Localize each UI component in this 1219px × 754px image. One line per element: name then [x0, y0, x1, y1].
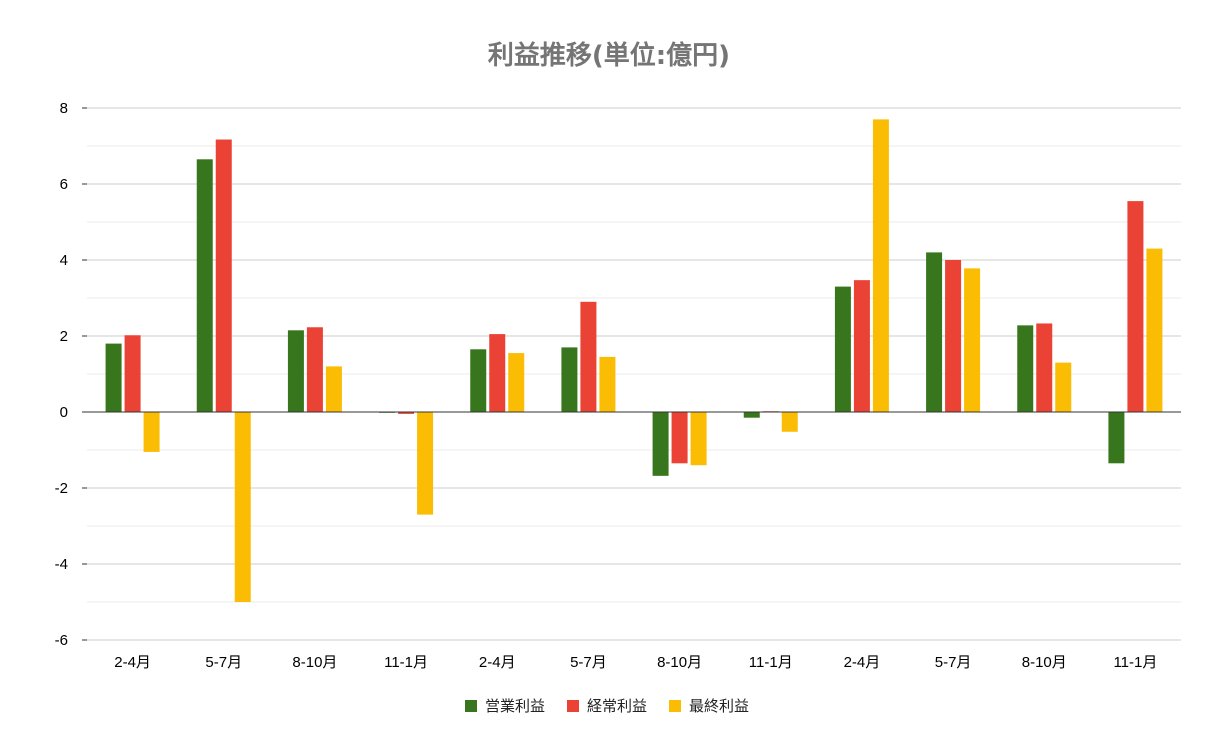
x-tick-label: 8-10月: [1022, 654, 1067, 671]
x-tick-label: 5-7月: [205, 654, 242, 671]
y-tick-label: 4: [60, 252, 68, 269]
y-tick-label: -2: [55, 480, 68, 497]
x-axis-ticks: 2-4月 5-7月 8-10月 11-1月 2-4月 5-7月 8-10月 11-1月 2-4月…: [114, 654, 1157, 671]
bar-最終利益-3: [417, 412, 434, 515]
bar-経常利益-4: [489, 334, 506, 412]
bar-営業利益-11: [1108, 412, 1125, 464]
legend-swatch: [465, 700, 477, 712]
x-tick-label: 8-10月: [657, 654, 702, 671]
bar-最終利益-8: [872, 119, 889, 413]
chart-title: 利益推移(単位:億円): [488, 40, 730, 71]
y-tick-label: 6: [60, 176, 68, 193]
x-tick-label: 2-4月: [479, 654, 516, 671]
bar-営業利益-0: [105, 343, 122, 412]
bar-最終利益-0: [143, 412, 160, 452]
legend-label: 最終利益: [689, 697, 749, 715]
bar-経常利益-6: [671, 412, 688, 464]
bar-最終利益-6: [690, 412, 707, 466]
bar-最終利益-11: [1146, 248, 1163, 412]
gridlines: [87, 107, 1181, 641]
bar-最終利益-5: [599, 356, 616, 412]
bar-経常利益-10: [1036, 323, 1053, 412]
x-tick-label: 11-1月: [384, 654, 428, 671]
bar-最終利益-9: [964, 268, 981, 412]
bar-営業利益-2: [287, 330, 304, 412]
legend-swatch: [669, 700, 681, 712]
bar-営業利益-9: [926, 252, 943, 412]
y-tick-label: 2: [60, 328, 68, 345]
bar-営業利益-4: [470, 349, 487, 412]
y-tick-label: -6: [55, 632, 68, 649]
bar-経常利益-5: [580, 301, 597, 412]
bar-最終利益-10: [1055, 362, 1072, 412]
bar-経常利益-0: [124, 335, 141, 412]
bar-営業利益-10: [1017, 325, 1034, 412]
x-tick-label: 5-7月: [570, 654, 607, 671]
x-tick-label: 11-1月: [1113, 654, 1157, 671]
bar-経常利益-9: [945, 260, 962, 412]
y-tick-label: -4: [55, 556, 68, 573]
y-tick-label: 0: [60, 404, 68, 421]
x-tick-label: 2-4月: [114, 654, 151, 671]
bar-営業利益-6: [652, 412, 669, 476]
bar-経常利益-8: [853, 280, 870, 412]
bar-経常利益-2: [306, 327, 323, 412]
x-tick-label: 8-10月: [292, 654, 337, 671]
bar-最終利益-1: [234, 412, 251, 602]
x-tick-label: 5-7月: [935, 654, 972, 671]
bars: [105, 119, 1163, 602]
x-tick-label: 11-1月: [749, 654, 793, 671]
bar-経常利益-3: [398, 412, 415, 414]
y-tick-label: 8: [60, 100, 68, 117]
bar-最終利益-7: [781, 412, 798, 432]
bar-営業利益-5: [561, 347, 578, 412]
bar-営業利益-7: [743, 412, 760, 418]
bar-経常利益-11: [1127, 201, 1144, 412]
bar-営業利益-8: [834, 286, 851, 412]
legend-swatch: [567, 700, 579, 712]
bar-最終利益-4: [508, 353, 525, 412]
legend-label: 経常利益: [587, 697, 647, 715]
y-axis-ticks: -6 -4 -2 0 2 4 6 8: [55, 100, 87, 649]
bar-営業利益-1: [196, 159, 213, 412]
x-tick-label: 2-4月: [844, 654, 881, 671]
legend-label: 営業利益: [485, 697, 545, 715]
bar-最終利益-2: [325, 366, 342, 412]
legend: 営業利益 経常利益 最終利益: [465, 697, 749, 715]
bar-経常利益-1: [215, 139, 232, 413]
